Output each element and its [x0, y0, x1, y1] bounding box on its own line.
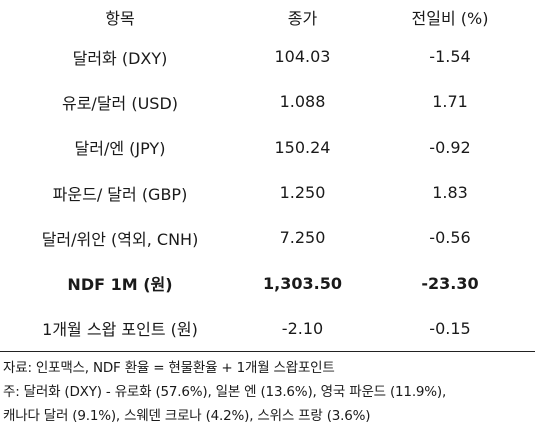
- cell-close: 150.24: [274, 137, 331, 157]
- footnotes: 자료: 인포맥스, NDF 환율 = 현물환율 + 1개월 스왑포인트 주: 달…: [3, 356, 533, 428]
- cell-item: NDF 1M (원): [67, 275, 173, 295]
- cell-item: 달러화 (DXY): [72, 48, 168, 68]
- cell-close: 1,303.50: [263, 273, 342, 293]
- cell-change: 1.83: [432, 183, 468, 203]
- cell-change: -23.30: [421, 273, 479, 293]
- cell-item: 달러/엔 (JPY): [74, 139, 166, 159]
- source-note: 자료: 인포맥스, NDF 환율 = 현물환율 + 1개월 스왑포인트: [3, 360, 335, 376]
- table-row: 달러/엔 (JPY) 150.24 -0.92: [0, 125, 535, 170]
- table-row: 유로/달러 (USD) 1.088 1.71: [0, 79, 535, 124]
- cell-change: 1.71: [432, 92, 468, 112]
- cell-close: 104.03: [274, 47, 331, 67]
- cell-item: 파운드/ 달러 (GBP): [52, 184, 188, 204]
- cell-close: 7.250: [279, 228, 326, 248]
- cell-item: 달러/위안 (역외, CNH): [41, 229, 199, 249]
- cell-close: 1.088: [279, 92, 326, 112]
- table-row: 달러/위안 (역외, CNH) 7.250 -0.56: [0, 215, 535, 260]
- cell-change: -0.56: [429, 228, 471, 248]
- cell-change: -0.92: [429, 137, 471, 157]
- table-row: 파운드/ 달러 (GBP) 1.250 1.83: [0, 170, 535, 215]
- table-row: 달러화 (DXY) 104.03 -1.54: [0, 34, 535, 79]
- cell-item: 유로/달러 (USD): [61, 93, 179, 113]
- weight-note-line1: 주: 달러화 (DXY) - 유로화 (57.6%), 일본 엔 (13.6%)…: [3, 384, 447, 400]
- header-close: 종가: [287, 9, 318, 28]
- cell-change: -1.54: [429, 47, 471, 67]
- cell-item: 1개월 스왑 포인트 (원): [0, 305, 240, 353]
- cell-change: -0.15: [365, 305, 535, 353]
- table-row: 1개월 스왑 포인트 (원) -2.10 -0.15: [0, 305, 535, 353]
- table-row-highlight: NDF 1M (원) 1,303.50 -23.30: [0, 260, 535, 305]
- cell-close: 1.250: [279, 183, 326, 203]
- header-change: 전일비 (%): [411, 9, 489, 28]
- cell-close: -2.10: [240, 305, 365, 353]
- header-row: 항목 종가 전일비 (%): [0, 0, 535, 34]
- table-header: 항목 종가 전일비 (%): [0, 0, 535, 34]
- weight-note-line2: 캐나다 달러 (9.1%), 스웨덴 크로나 (4.2%), 스위스 프랑 (3…: [3, 408, 371, 424]
- fx-market-table: 항목 종가 전일비 (%) 달러화 (DXY) 104.03 -1.54 유로/…: [0, 0, 535, 353]
- header-item: 항목: [105, 9, 135, 28]
- table-body: 달러화 (DXY) 104.03 -1.54 유로/달러 (USD) 1.088…: [0, 34, 535, 353]
